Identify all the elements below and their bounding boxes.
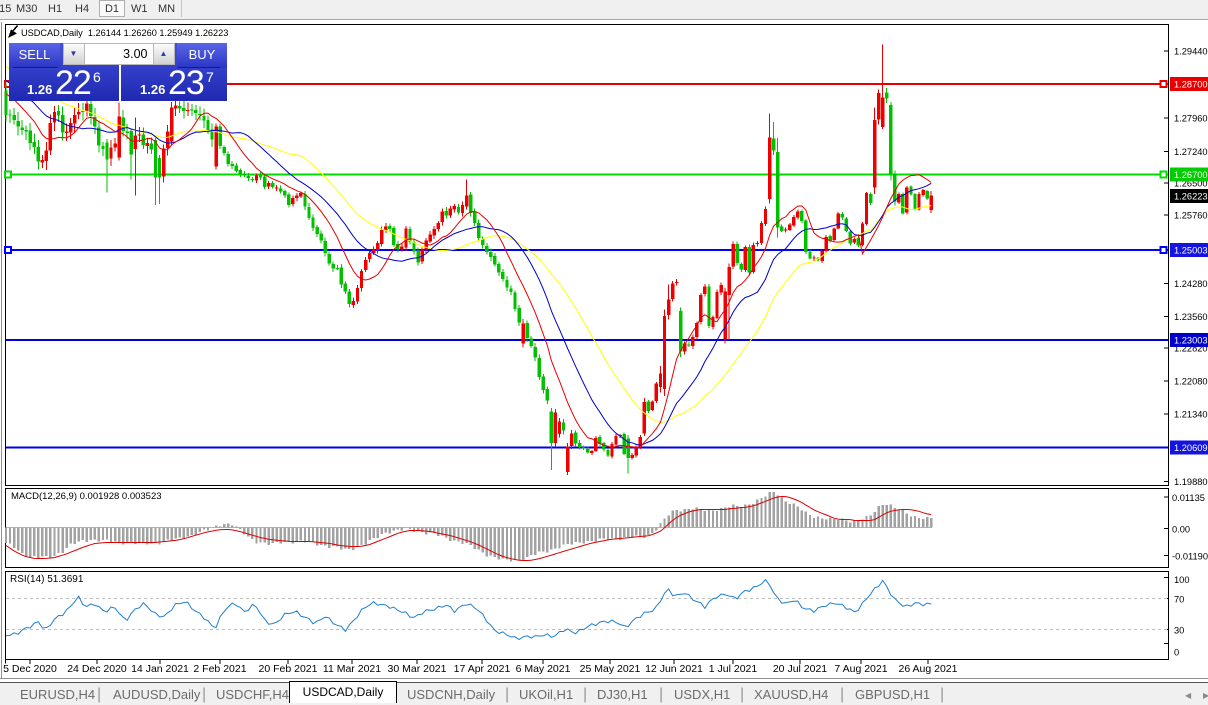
svg-text:1.27240: 1.27240 — [1174, 147, 1208, 157]
svg-text:RSI(14) 51.3691: RSI(14) 51.3691 — [10, 574, 84, 585]
svg-text:11 Mar 2021: 11 Mar 2021 — [323, 663, 381, 675]
svg-text:1.26500: 1.26500 — [1174, 179, 1208, 189]
svg-text:24 Dec 2020: 24 Dec 2020 — [67, 663, 127, 675]
svg-text:20 Jul 2021: 20 Jul 2021 — [773, 663, 827, 675]
svg-text:USDCAD,Daily 1.26144 1.26260: USDCAD,Daily 1.26144 1.26260 1.25949 1.2… — [21, 28, 228, 38]
svg-text:1.23003: 1.23003 — [1174, 336, 1208, 346]
svg-text:6 May 2021: 6 May 2021 — [516, 663, 571, 675]
svg-text:14 Jan 2021: 14 Jan 2021 — [131, 663, 189, 675]
svg-text:1 Jul 2021: 1 Jul 2021 — [709, 663, 758, 675]
svg-text:0.00: 0.00 — [1172, 525, 1190, 535]
svg-text:30 Mar 2021: 30 Mar 2021 — [388, 663, 447, 675]
svg-text:12 Jun 2021: 12 Jun 2021 — [645, 663, 703, 675]
svg-text:5 Dec 2020: 5 Dec 2020 — [3, 663, 57, 675]
svg-text:1.29440: 1.29440 — [1174, 47, 1208, 57]
svg-text:0.01135: 0.01135 — [1172, 493, 1205, 503]
svg-text:-0.01190: -0.01190 — [1172, 552, 1208, 562]
svg-text:25 May 2021: 25 May 2021 — [580, 663, 641, 675]
svg-text:1.28700: 1.28700 — [1174, 80, 1208, 90]
svg-text:1.23560: 1.23560 — [1174, 312, 1208, 322]
svg-text:17 Apr 2021: 17 Apr 2021 — [454, 663, 511, 675]
svg-text:1.21340: 1.21340 — [1174, 410, 1208, 420]
svg-text:1.26700: 1.26700 — [1174, 170, 1208, 180]
svg-text:1.22820: 1.22820 — [1174, 344, 1208, 354]
svg-text:70: 70 — [1174, 595, 1184, 605]
svg-text:1.24280: 1.24280 — [1174, 279, 1208, 289]
svg-text:1.26223: 1.26223 — [1174, 192, 1208, 202]
svg-text:0: 0 — [1174, 648, 1179, 658]
svg-text:1.25003: 1.25003 — [1174, 246, 1208, 256]
svg-text:1.27960: 1.27960 — [1174, 114, 1208, 124]
svg-text:MACD(12,26,9) 0.001928 0.00352: MACD(12,26,9) 0.001928 0.003523 — [11, 491, 162, 502]
svg-text:30: 30 — [1174, 626, 1184, 636]
svg-text:7 Aug 2021: 7 Aug 2021 — [834, 663, 887, 675]
svg-text:100: 100 — [1174, 575, 1190, 585]
svg-text:2 Feb 2021: 2 Feb 2021 — [193, 663, 246, 675]
svg-text:1.20609: 1.20609 — [1174, 443, 1208, 453]
svg-text:1.25760: 1.25760 — [1174, 211, 1208, 221]
svg-text:1.19880: 1.19880 — [1174, 477, 1208, 487]
svg-text:20 Feb 2021: 20 Feb 2021 — [259, 663, 318, 675]
svg-text:1.22080: 1.22080 — [1174, 377, 1208, 387]
svg-text:26 Aug 2021: 26 Aug 2021 — [899, 663, 958, 675]
